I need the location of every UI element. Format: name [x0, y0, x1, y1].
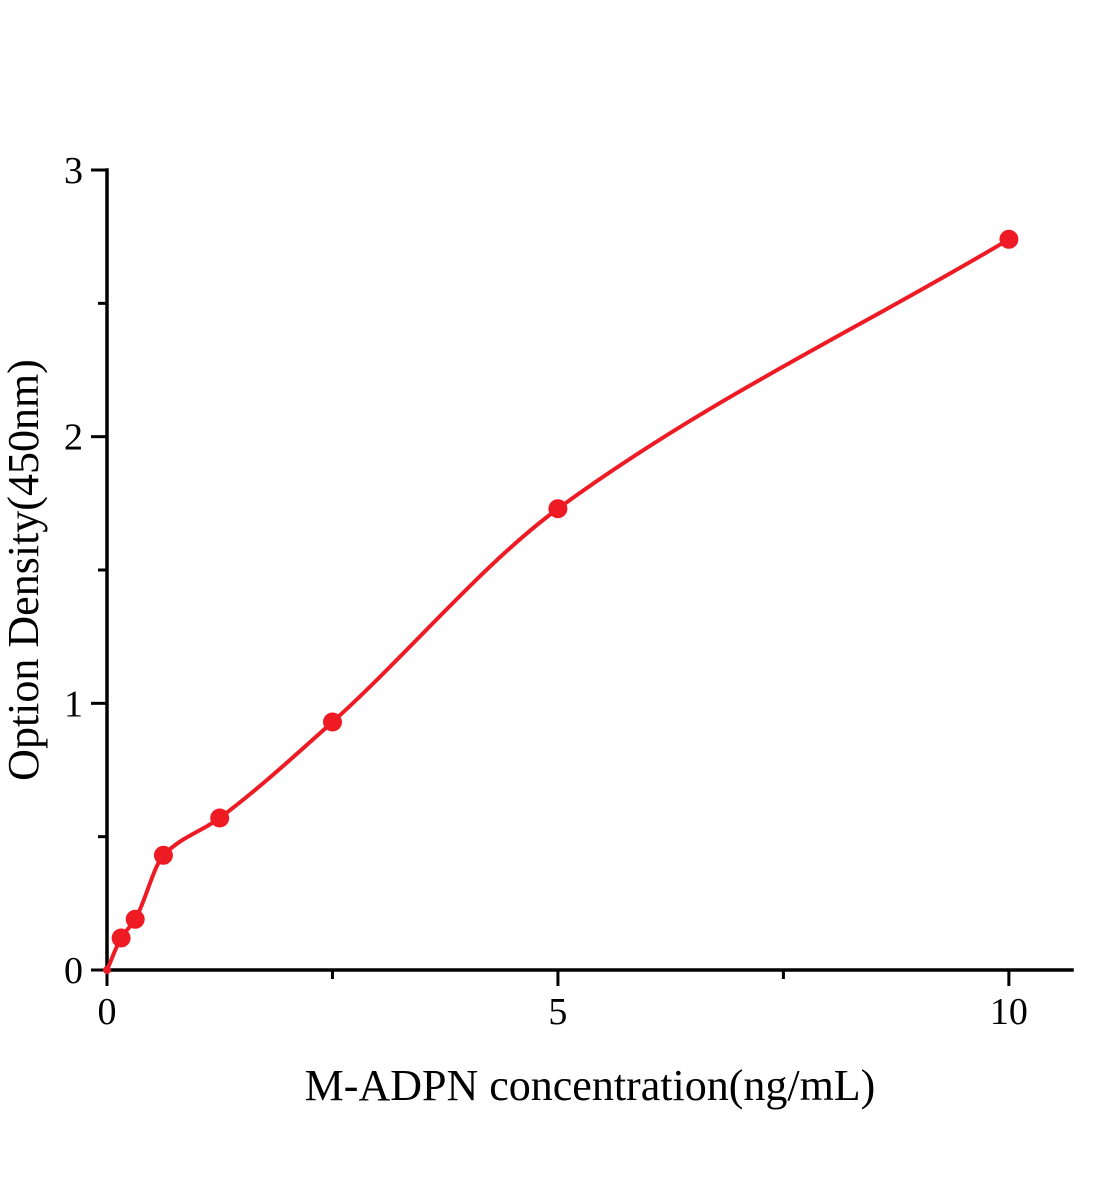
data-point: [548, 499, 568, 519]
axes: [105, 168, 1074, 972]
x-tick-label: 0: [98, 991, 117, 1033]
y-tick-label: 1: [64, 683, 83, 725]
y-tick-label: 2: [64, 417, 83, 459]
x-tick-label: 10: [990, 991, 1028, 1033]
y-axis-label: Option Density(450nm): [0, 359, 48, 781]
data-point: [103, 966, 111, 974]
x-tick-label: 5: [548, 991, 567, 1033]
y-tick-label: 0: [64, 950, 83, 992]
tick-marks: [91, 168, 1011, 986]
data-point: [111, 928, 131, 948]
y-tick-label: 3: [64, 150, 83, 192]
x-axis-label: M-ADPN concentration(ng/mL): [305, 1061, 876, 1110]
fitted-curve: [105, 237, 1010, 971]
data-point: [125, 909, 145, 929]
tick-labels: 0 5 10 0 1 2 3: [64, 150, 1028, 1033]
data-point: [999, 229, 1019, 249]
data-point: [210, 808, 230, 828]
data-point: [323, 712, 342, 732]
data-point: [153, 845, 173, 865]
data-points: [103, 229, 1019, 974]
